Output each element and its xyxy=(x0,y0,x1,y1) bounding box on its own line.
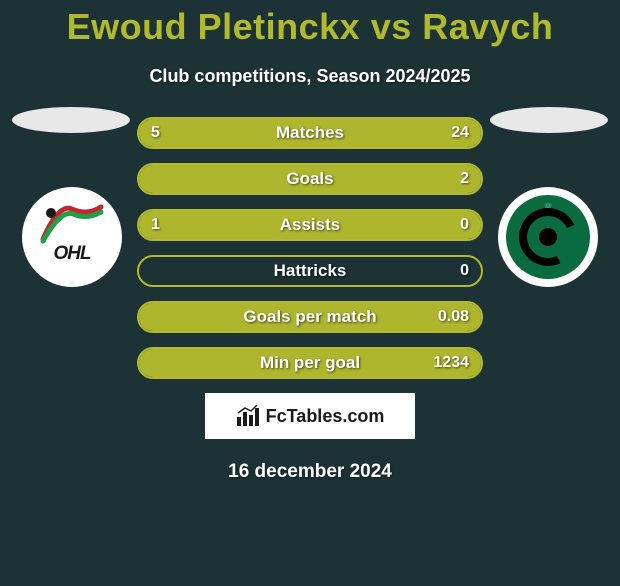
fctables-label: FcTables.com xyxy=(266,406,385,427)
fctables-watermark: FcTables.com xyxy=(205,393,415,439)
stat-value-left: 5 xyxy=(151,119,160,147)
page-title: Ewoud Pletinckx vs Ravych xyxy=(10,6,610,48)
left-player-avatar xyxy=(12,107,130,133)
stat-label: Assists xyxy=(139,211,481,239)
stat-value-left: 1 xyxy=(151,211,160,239)
player1-name: Ewoud Pletinckx xyxy=(67,6,361,47)
avatar-placeholder-icon xyxy=(12,107,130,133)
stat-label: Goals per match xyxy=(139,303,481,331)
right-player-avatar xyxy=(490,107,608,133)
stat-row: Goals per match0.08 xyxy=(137,301,483,333)
stat-value-right: 1234 xyxy=(433,349,469,377)
stat-row: Assists1 0 xyxy=(137,209,483,241)
stat-label: Hattricks xyxy=(139,257,481,285)
stat-value-right: 0 xyxy=(460,257,469,285)
stat-label: Min per goal xyxy=(139,349,481,377)
stat-value-right: 24 xyxy=(451,119,469,147)
stat-row: Matches5 24 xyxy=(137,117,483,149)
ohl-logo-icon: OHL xyxy=(22,187,122,287)
vs-text: vs xyxy=(360,6,422,47)
stat-row: Goals2 xyxy=(137,163,483,195)
stat-label: Matches xyxy=(139,119,481,147)
stat-row: Hattricks0 xyxy=(137,255,483,287)
ohl-text: OHL xyxy=(53,243,90,265)
fctables-chart-icon xyxy=(236,405,262,427)
stat-value-right: 0 xyxy=(460,211,469,239)
stat-label: Goals xyxy=(139,165,481,193)
infographic-date: 16 december 2024 xyxy=(10,461,610,483)
avatar-placeholder-icon xyxy=(490,107,608,133)
left-club-badge: OHL xyxy=(22,187,122,287)
infographic-container: Ewoud Pletinckx vs Ravych Club competiti… xyxy=(0,6,620,483)
player2-name: Ravych xyxy=(422,6,553,47)
right-club-badge: ♕ xyxy=(498,187,598,287)
stat-value-right: 0.08 xyxy=(438,303,469,331)
stat-bars: Matches524Goals2Assists10Hattricks0Goals… xyxy=(137,117,483,379)
stat-row: Min per goal1234 xyxy=(137,347,483,379)
stat-value-right: 2 xyxy=(460,165,469,193)
cercle-logo-icon: ♕ xyxy=(506,195,590,279)
subtitle: Club competitions, Season 2024/2025 xyxy=(10,66,610,87)
stats-area: OHL ♕ Matches524Goals2Assists10Hattricks… xyxy=(10,117,610,379)
